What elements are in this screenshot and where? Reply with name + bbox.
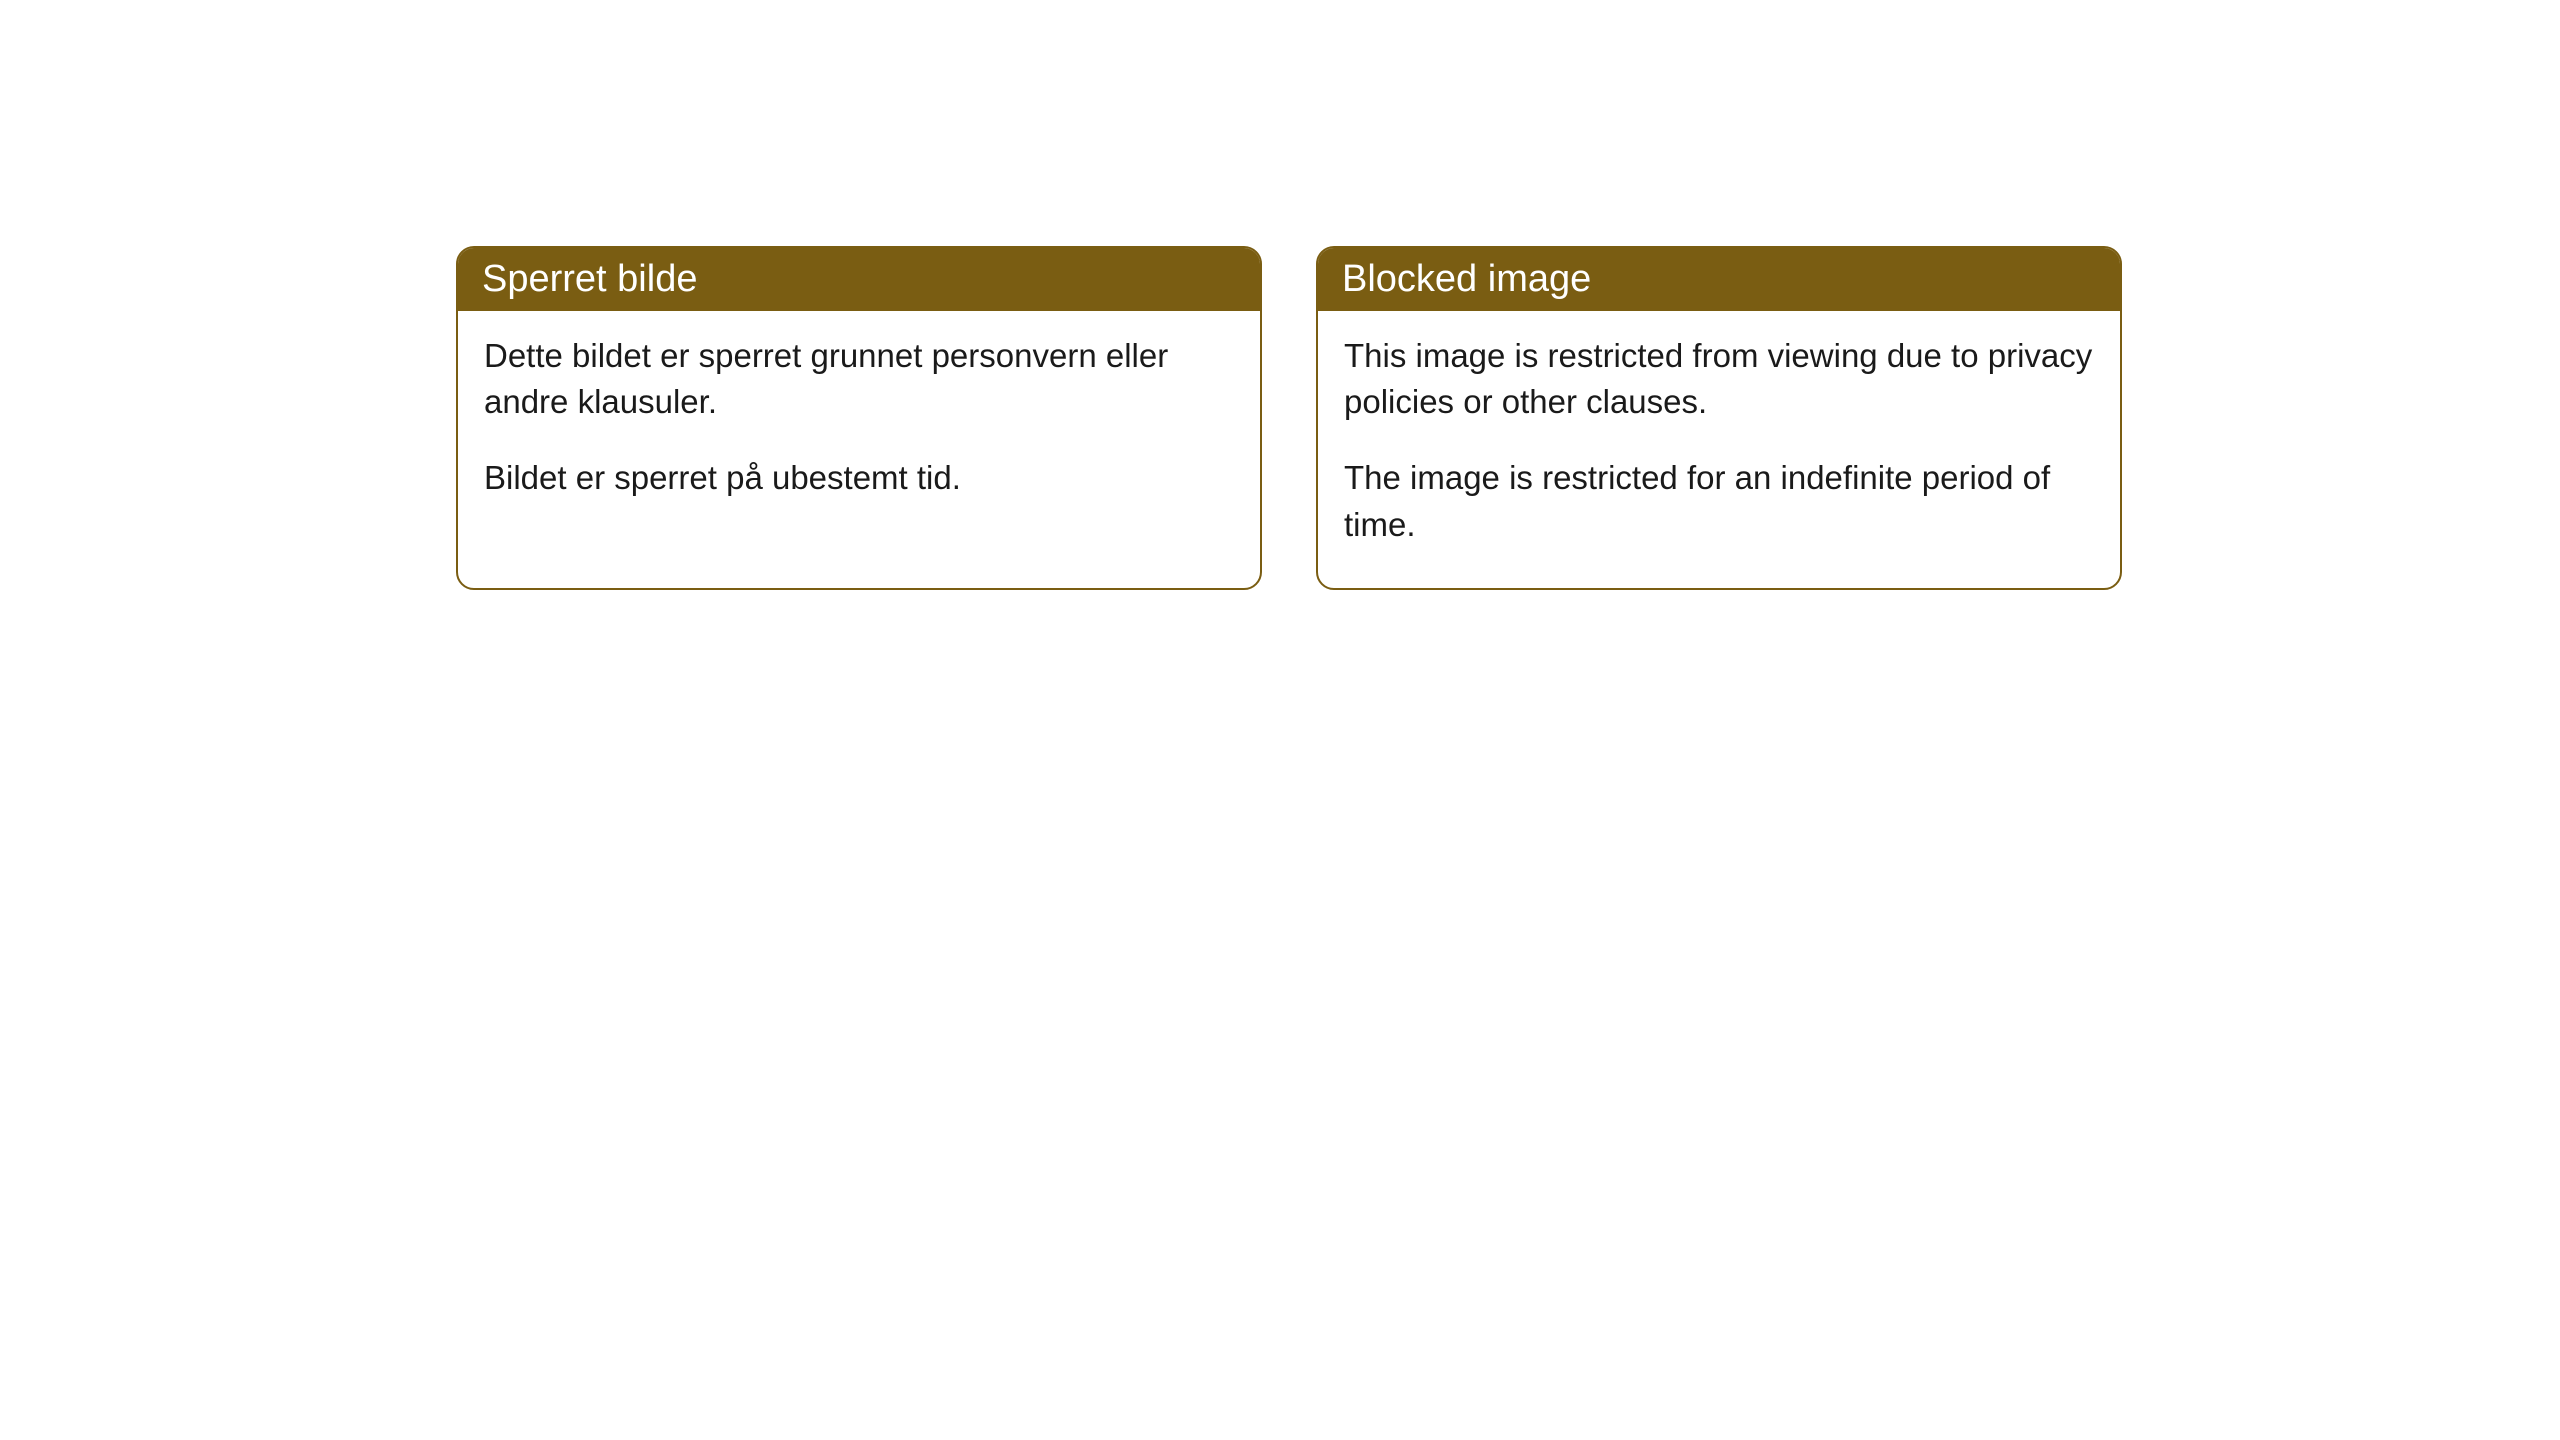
notice-paragraph: Bildet er sperret på ubestemt tid. <box>484 455 1234 501</box>
notice-paragraph: This image is restricted from viewing du… <box>1344 333 2094 425</box>
notice-card-norwegian: Sperret bilde Dette bildet er sperret gr… <box>456 246 1262 590</box>
notice-body-norwegian: Dette bildet er sperret grunnet personve… <box>458 311 1260 542</box>
notice-container: Sperret bilde Dette bildet er sperret gr… <box>0 0 2560 590</box>
notice-body-english: This image is restricted from viewing du… <box>1318 311 2120 588</box>
notice-header-norwegian: Sperret bilde <box>458 248 1260 311</box>
notice-header-english: Blocked image <box>1318 248 2120 311</box>
notice-paragraph: Dette bildet er sperret grunnet personve… <box>484 333 1234 425</box>
notice-paragraph: The image is restricted for an indefinit… <box>1344 455 2094 547</box>
notice-card-english: Blocked image This image is restricted f… <box>1316 246 2122 590</box>
